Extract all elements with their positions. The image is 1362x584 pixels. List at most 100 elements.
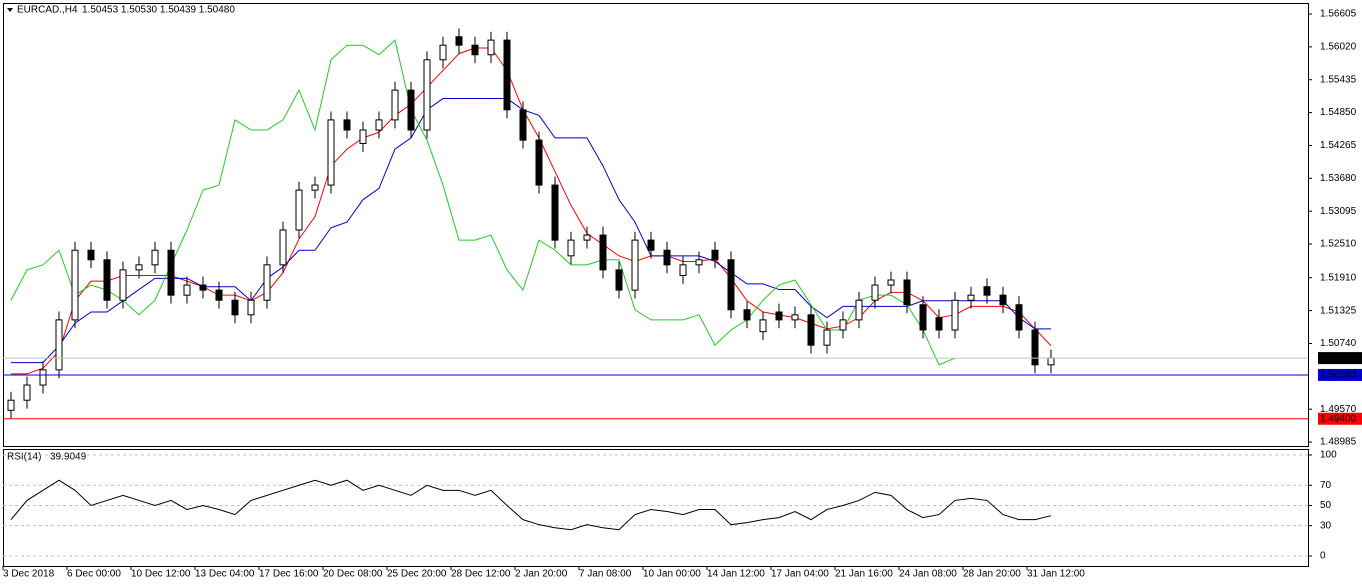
candle-body — [743, 309, 751, 321]
candle-body — [951, 299, 959, 331]
candle-body — [55, 319, 63, 371]
x-tick-label: 21 Jan 16:00 — [835, 569, 893, 580]
y-tick-label: 1.53095 — [1320, 206, 1357, 217]
candle-body — [359, 129, 367, 144]
y-tick-label: 1.55435 — [1320, 74, 1357, 85]
candle-body — [487, 39, 495, 56]
y-tick-label: 1.48985 — [1320, 437, 1357, 448]
price-label-box — [1318, 412, 1362, 425]
candle-body — [7, 399, 15, 411]
x-tick-label: 6 Dec 00:00 — [67, 569, 121, 580]
candle-body — [311, 184, 319, 191]
candle-body — [727, 259, 735, 311]
price-label-box — [1318, 368, 1362, 381]
x-tick-label: 17 Jan 04:00 — [771, 569, 829, 580]
candle-body — [135, 264, 143, 271]
candle-body — [919, 304, 927, 331]
y-tick-label: 1.50740 — [1320, 338, 1357, 349]
x-tick-label: 31 Jan 12:00 — [1027, 569, 1085, 580]
indicator-line — [11, 98, 1051, 364]
price-label: 1.49400 — [1320, 413, 1357, 424]
candle-body — [375, 119, 383, 131]
candle-body — [247, 299, 255, 316]
candle-body — [23, 384, 31, 401]
candle-body — [1047, 357, 1055, 366]
candle-body — [663, 249, 671, 266]
y-tick-label: 100 — [1320, 450, 1337, 461]
y-tick-label: 50 — [1320, 500, 1332, 511]
candle-body — [791, 314, 799, 321]
candle-body — [615, 269, 623, 291]
y-tick-label: 1.54850 — [1320, 107, 1357, 118]
candle-body — [279, 229, 287, 266]
candle-body — [807, 314, 815, 346]
candle-body — [407, 89, 415, 131]
rsi-panel — [3, 449, 1309, 567]
candle-body — [775, 311, 783, 321]
candle-body — [215, 289, 223, 301]
candle-body — [151, 249, 159, 266]
price-label: 1.50480 — [1320, 353, 1357, 364]
candle-body — [39, 369, 47, 386]
candle-body — [391, 89, 399, 121]
candle-body — [903, 279, 911, 306]
x-tick-label: 10 Jan 00:00 — [643, 569, 701, 580]
candle-body — [855, 299, 863, 321]
collapse-icon — [7, 8, 13, 12]
y-tick-label: 70 — [1320, 480, 1332, 491]
candle-body — [87, 249, 95, 261]
candle-body — [183, 284, 191, 296]
x-tick-label: 3 Dec 2018 — [3, 569, 55, 580]
candle-body — [103, 259, 111, 301]
candle-body — [439, 44, 447, 61]
y-tick-label: 1.51910 — [1320, 272, 1357, 283]
candle-body — [471, 44, 479, 56]
candle-body — [519, 109, 527, 141]
candle-body — [455, 36, 463, 46]
candle-body — [1015, 304, 1023, 331]
candle-body — [935, 317, 943, 331]
candle-body — [999, 294, 1007, 306]
candle-body — [423, 59, 431, 131]
candle-body — [535, 139, 543, 186]
y-tick-label: 1.52510 — [1320, 239, 1357, 250]
x-tick-label: 13 Dec 04:00 — [195, 569, 255, 580]
y-tick-label: 30 — [1320, 520, 1332, 531]
y-tick-label: 1.54265 — [1320, 140, 1357, 151]
y-tick-label: 1.56020 — [1320, 42, 1357, 53]
candle-body — [343, 119, 351, 131]
y-tick-label: 0 — [1320, 551, 1326, 562]
x-tick-label: 14 Jan 12:00 — [707, 569, 765, 580]
candle-body — [199, 284, 207, 291]
x-tick-label: 24 Jan 08:00 — [899, 569, 957, 580]
x-tick-label: 17 Dec 16:00 — [259, 569, 319, 580]
candle-body — [167, 249, 175, 296]
candle-body — [583, 234, 591, 241]
candle-body — [119, 269, 127, 301]
x-tick-label: 28 Dec 12:00 — [451, 569, 511, 580]
main-panel — [3, 3, 1309, 447]
candle-body — [823, 329, 831, 346]
candle-body — [231, 299, 239, 316]
candle-body — [759, 319, 767, 333]
x-tick-label: 10 Dec 12:00 — [131, 569, 191, 580]
y-tick-label: 1.56605 — [1320, 9, 1357, 20]
candle-body — [1031, 329, 1039, 366]
candle-body — [295, 189, 303, 231]
candle-body — [631, 239, 639, 291]
candle-body — [887, 279, 895, 286]
rsi-line — [10, 479, 1052, 531]
rsi-title: RSI(14) — [7, 452, 41, 463]
y-tick-label: 1.53680 — [1320, 173, 1357, 184]
candle-body — [695, 259, 703, 266]
y-tick-label: 1.49570 — [1320, 404, 1357, 415]
candle-body — [263, 264, 271, 301]
x-tick-label: 28 Jan 20:00 — [963, 569, 1021, 580]
x-tick-label: 7 Jan 08:00 — [579, 569, 632, 580]
candle-body — [503, 39, 511, 111]
candle-body — [967, 294, 975, 301]
candle-body — [599, 234, 607, 271]
candle-body — [551, 184, 559, 241]
